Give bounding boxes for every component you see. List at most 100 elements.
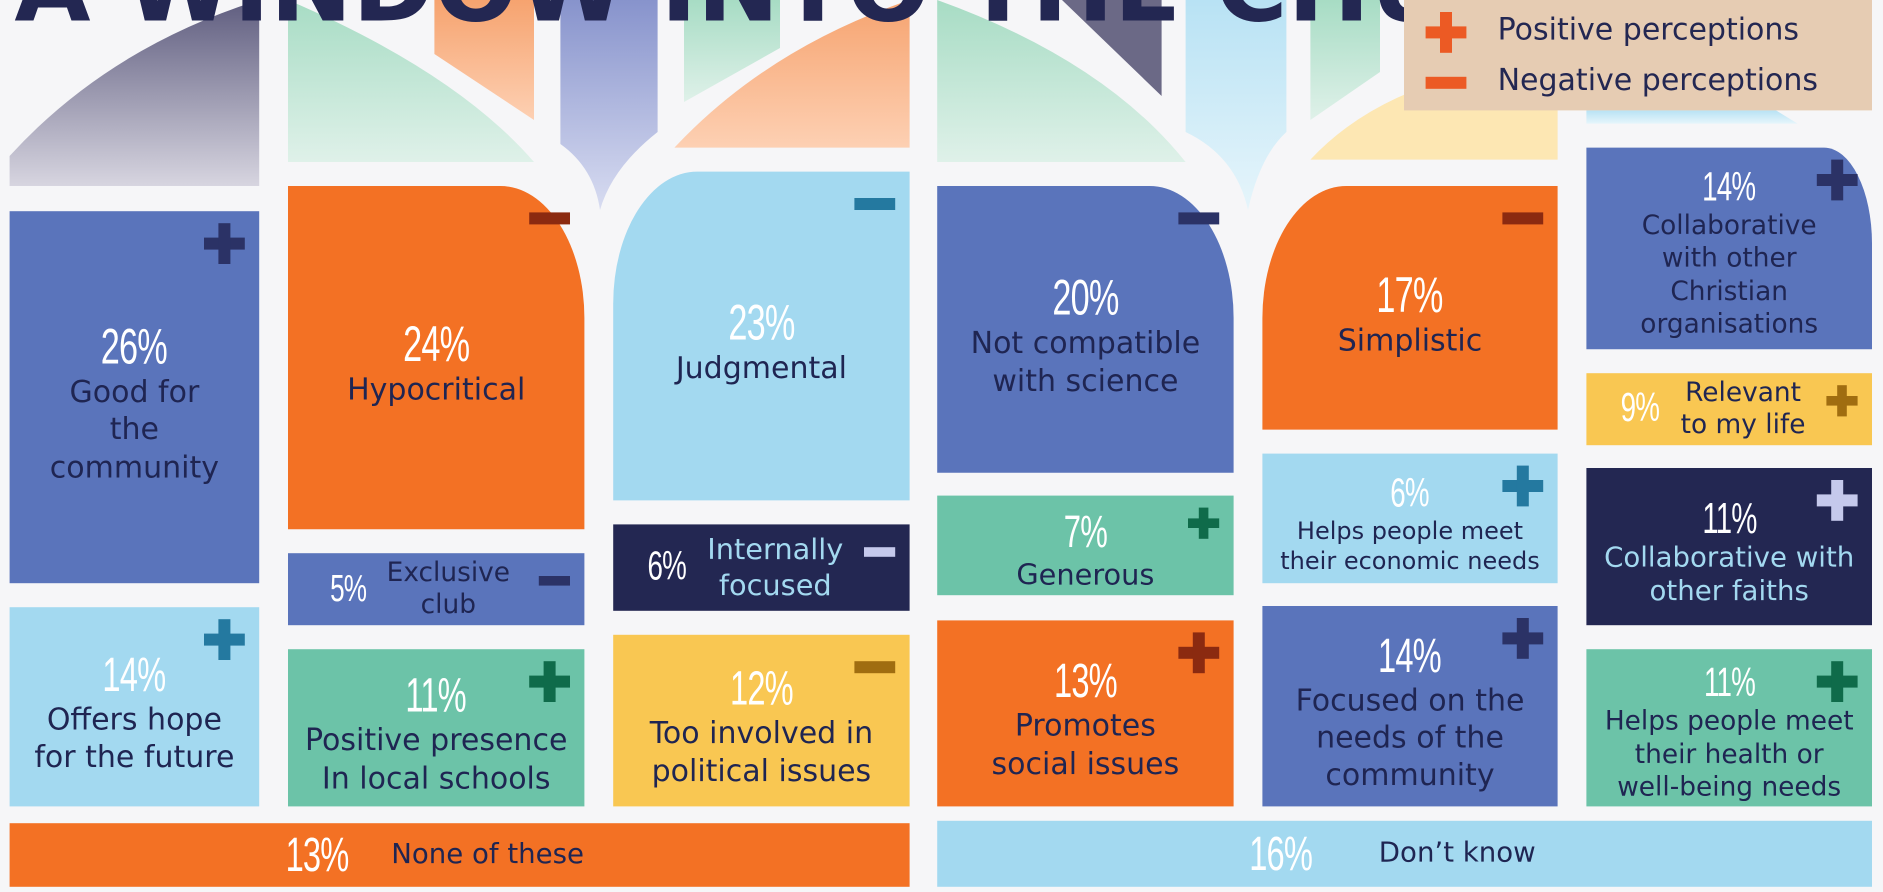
plus-icon <box>1816 159 1858 201</box>
percent: 24% <box>403 315 470 373</box>
percent: 12% <box>729 662 794 716</box>
tile: 7% Generous <box>937 495 1234 596</box>
plus-icon <box>204 223 245 264</box>
icon-bar <box>1516 618 1529 659</box>
icon-bar <box>218 619 231 660</box>
percent: 20% <box>1052 269 1119 326</box>
plus-icon <box>204 619 245 660</box>
label: Positive presence In local schools <box>304 722 568 796</box>
icon-bar <box>1502 212 1544 225</box>
minus-icon <box>1425 62 1467 103</box>
tile: 14% Focused on the needs of the community <box>1262 606 1558 807</box>
percent: 9% <box>1621 385 1660 431</box>
icon-bar <box>218 223 231 264</box>
title: A WINDOW INTO THE CHURCH <box>14 0 1680 44</box>
tile: 5% Exclusive club <box>288 553 585 626</box>
percent: 7% <box>1063 507 1108 558</box>
label: Helps people meet their health or well-b… <box>1604 706 1854 803</box>
tile: 26% Good for the community <box>9 211 260 584</box>
minus-icon <box>529 198 570 239</box>
percent: 17% <box>1376 266 1444 323</box>
tile: 11% Collaborative with other faiths <box>1586 468 1873 626</box>
icon-bar <box>1439 12 1453 53</box>
minus-icon <box>854 647 896 688</box>
icon-bar <box>1198 507 1209 539</box>
minus-icon <box>1502 198 1544 239</box>
percent: 14% <box>1702 164 1757 211</box>
tile: 23% Judgmental <box>613 171 910 501</box>
tile: 12% Too involved in political issues <box>613 634 910 807</box>
label: Internally focused <box>707 532 844 603</box>
tile: 14% Collaborative with other Christian or… <box>1586 147 1873 350</box>
tile: 14% Offers hope for the future <box>9 607 260 807</box>
footer-bar: 16% Don’t know <box>937 820 1873 887</box>
tile: 11% Helps people meet their health or wel… <box>1586 649 1873 807</box>
icon-bar <box>1425 76 1467 89</box>
icon-bar <box>1831 159 1844 201</box>
icon-bar <box>854 661 896 674</box>
plus-icon <box>1816 480 1858 521</box>
percent: 11% <box>1703 660 1756 707</box>
icon-bar <box>1831 480 1844 521</box>
tile: 17% Simplistic <box>1262 186 1558 430</box>
percent: 14% <box>102 648 167 702</box>
icon-bar <box>529 212 570 225</box>
label: Simplistic <box>1337 322 1483 358</box>
minus-icon <box>1178 198 1220 239</box>
footer-bar: 13% None of these <box>9 823 910 887</box>
label: Don’t know <box>1378 837 1536 869</box>
label: Promotes social issues <box>991 708 1180 781</box>
label: Judgmental <box>675 350 847 386</box>
label: Generous <box>1016 558 1155 593</box>
icon-bar <box>543 661 556 702</box>
icon-bar <box>864 547 896 557</box>
label: None of these <box>391 838 585 870</box>
label: Exclusive club <box>386 557 511 621</box>
icon-bar <box>1837 385 1847 417</box>
plus-icon <box>529 661 570 702</box>
percent: 11% <box>1702 493 1757 543</box>
plus-icon <box>1188 507 1220 539</box>
percent: 6% <box>1390 470 1430 517</box>
minus-icon <box>854 184 896 225</box>
label: Not compatible with science <box>970 325 1201 398</box>
percent: 14% <box>1378 629 1443 683</box>
plus-icon <box>1178 632 1220 674</box>
percent: 13% <box>285 828 350 882</box>
percent: 5% <box>330 566 367 610</box>
label: Good for the community <box>49 374 219 485</box>
tile: 11% Positive presence In local schools <box>288 649 585 807</box>
icon-bar <box>1192 632 1205 674</box>
legend: Positive perceptions Negative perception… <box>1404 0 1873 111</box>
label: Offers hope for the future <box>34 701 235 775</box>
percent: 11% <box>405 669 467 723</box>
tile: 24% Hypocritical <box>288 186 585 530</box>
minus-icon <box>864 536 896 567</box>
icon-bar <box>854 197 896 211</box>
icon-bar <box>1516 465 1529 507</box>
label: Hypocritical <box>347 372 526 408</box>
label: Focused on the needs of the community <box>1295 682 1525 793</box>
label: Too involved in political issues <box>649 715 874 788</box>
percent: 6% <box>647 543 687 590</box>
label: Collaborative with other faiths <box>1604 541 1855 608</box>
tile: 6% Helps people meet their economic needs <box>1262 453 1558 584</box>
percent: 26% <box>101 318 168 375</box>
tile: 20% Not compatible with science <box>937 186 1234 473</box>
legend-label: Negative perceptions <box>1497 62 1819 98</box>
plus-icon <box>1826 385 1858 417</box>
percent: 13% <box>1053 655 1118 709</box>
percent: 23% <box>728 294 795 351</box>
plus-icon <box>1502 465 1544 507</box>
label: Collaborative with other Christian organ… <box>1640 211 1819 341</box>
plus-icon <box>1425 12 1467 53</box>
plus-icon <box>1816 661 1858 702</box>
minus-icon <box>538 565 570 596</box>
icon-bar <box>538 576 570 586</box>
tile: 6% Internally focused <box>613 524 910 611</box>
label: Relevant to my life <box>1680 377 1806 441</box>
percent: 16% <box>1249 827 1313 881</box>
tile: 9% Relevant to my life <box>1586 373 1873 446</box>
